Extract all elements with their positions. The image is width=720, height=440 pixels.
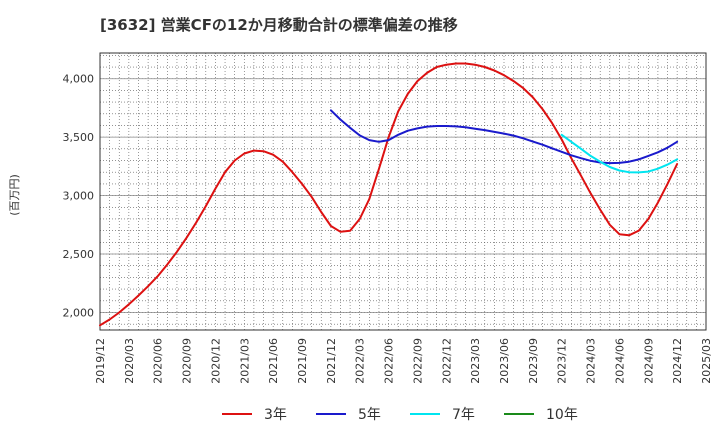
series-line-3 (560, 133, 679, 174)
x-tick-label: 2022/06 (383, 338, 396, 384)
series-line-2 (329, 109, 679, 165)
x-tick-label: 2024/09 (642, 338, 655, 384)
x-tick-label: 2022/12 (440, 338, 453, 384)
y-tick-label: 2,500 (63, 248, 95, 261)
chart-title: [3632] 営業CFの12か月移動合計の標準偏差の推移 (100, 16, 458, 34)
plot-area (100, 53, 706, 330)
x-tick-label: 2020/06 (152, 338, 165, 384)
x-tick-label: 2022/03 (354, 338, 367, 384)
x-tick-label: 2020/09 (181, 338, 194, 384)
x-tick-label: 2023/06 (498, 338, 511, 384)
x-tick-label: 2024/12 (671, 338, 684, 384)
x-tick-label: 2021/03 (238, 338, 251, 384)
x-tick-label: 2023/03 (469, 338, 482, 384)
plot-frame (99, 52, 707, 331)
x-tick-label: 2023/12 (556, 338, 569, 384)
x-tick-label: 2023/09 (527, 338, 540, 384)
x-tick-label: 2024/06 (613, 338, 626, 384)
legend-label-2: 5年 (358, 407, 381, 423)
x-tick-label: 2024/03 (585, 338, 598, 384)
grid (99, 53, 707, 330)
legend-label-4: 10年 (546, 407, 578, 423)
y-tick-label: 3,500 (63, 131, 95, 144)
x-tick-label: 2021/06 (267, 338, 280, 384)
y-tick-label: 2,000 (63, 306, 95, 319)
legend-label-1: 3年 (264, 407, 287, 423)
x-tick-label: 2022/09 (411, 338, 424, 384)
x-tick-label: 2021/09 (296, 338, 309, 384)
y-tick-label: 3,000 (63, 190, 95, 203)
y-axis-label: (百万円) (8, 174, 21, 216)
x-tick-label: 2020/12 (209, 338, 222, 384)
x-tick-label: 2025/03 (700, 338, 713, 384)
x-tick-label: 2021/12 (325, 338, 338, 384)
legend-label-3: 7年 (452, 407, 475, 423)
series-line-1 (99, 62, 679, 327)
legend: 3年 5年 7年 10年 (222, 407, 578, 423)
x-tick-label: 2019/12 (94, 338, 107, 384)
y-tick-label: 4,000 (63, 73, 95, 86)
x-tick-label: 2020/03 (123, 338, 136, 384)
